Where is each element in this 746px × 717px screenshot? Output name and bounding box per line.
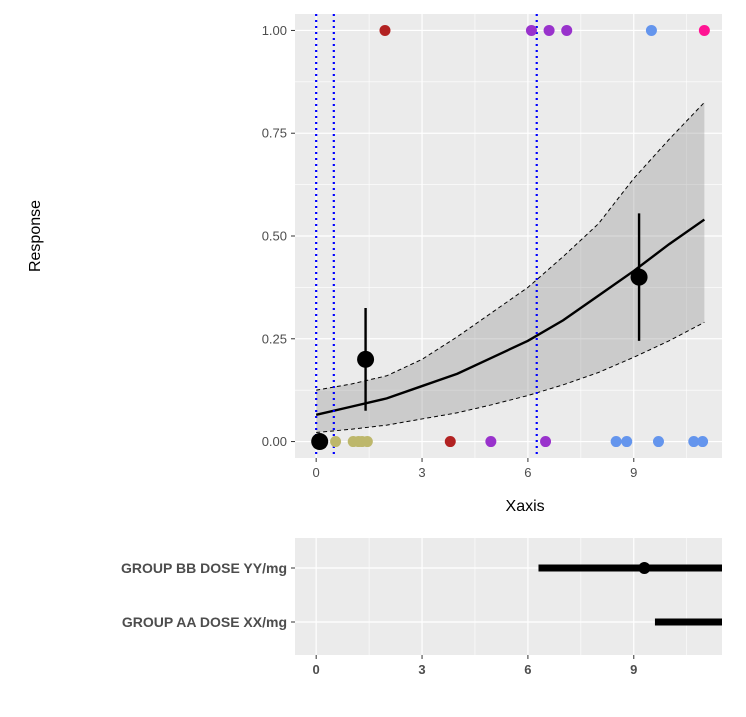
dose-gridlines (295, 538, 722, 655)
y-tick-label: 0.25 (262, 331, 287, 346)
dose-point (638, 562, 651, 574)
confidence-upper-line (316, 102, 705, 391)
data-point (688, 436, 700, 448)
y-tick-label: 0.75 (262, 126, 287, 141)
dose-panel-background (295, 538, 722, 655)
dose-category-label: GROUP BB DOSE YY/mg (121, 560, 287, 576)
mean-point (630, 268, 648, 286)
data-point (525, 24, 537, 36)
y-tick-label: 0.00 (262, 434, 287, 449)
dose-x-tick-label: 0 (313, 662, 320, 677)
mean-point (357, 350, 375, 368)
x-tick-label: 9 (630, 465, 637, 480)
binned-means (311, 213, 648, 451)
dose-x-tick-label: 6 (524, 662, 531, 677)
main-axes: 0 3 6 9 0.00 0.25 0.50 0.75 1.00 (262, 23, 638, 480)
dose-axes: GROUP BB DOSE YY/mg GROUP AA DOSE XX/mg 0 3… (121, 560, 637, 677)
data-point (621, 436, 633, 448)
raw-points (330, 24, 710, 448)
data-point (652, 436, 664, 448)
x-tick-label: 0 (313, 465, 320, 480)
data-point (540, 436, 552, 448)
dose-x-tick-label: 9 (630, 662, 637, 677)
data-point (697, 436, 709, 448)
data-point (645, 24, 657, 36)
x-axis-title: Xaxis (506, 498, 545, 515)
confidence-band (316, 102, 705, 433)
x-tick-label: 6 (524, 465, 531, 480)
mean-point (311, 433, 329, 451)
data-point (444, 436, 456, 448)
confidence-lower-line (316, 321, 705, 434)
data-point (361, 436, 373, 448)
data-point (330, 436, 342, 448)
dose-category-label: GROUP AA DOSE XX/mg (122, 614, 287, 630)
dose-x-tick-label: 3 (418, 662, 425, 677)
dose-bars (538, 562, 722, 626)
y-tick-label: 1.00 (262, 23, 287, 38)
data-point (698, 24, 710, 36)
x-tick-label: 3 (418, 465, 425, 480)
data-point (561, 24, 573, 36)
data-point (485, 436, 497, 448)
y-tick-label: 0.50 (262, 229, 287, 244)
data-point (379, 24, 391, 36)
y-axis-title: Response (27, 200, 44, 272)
data-point (610, 436, 622, 448)
data-point (543, 24, 555, 36)
